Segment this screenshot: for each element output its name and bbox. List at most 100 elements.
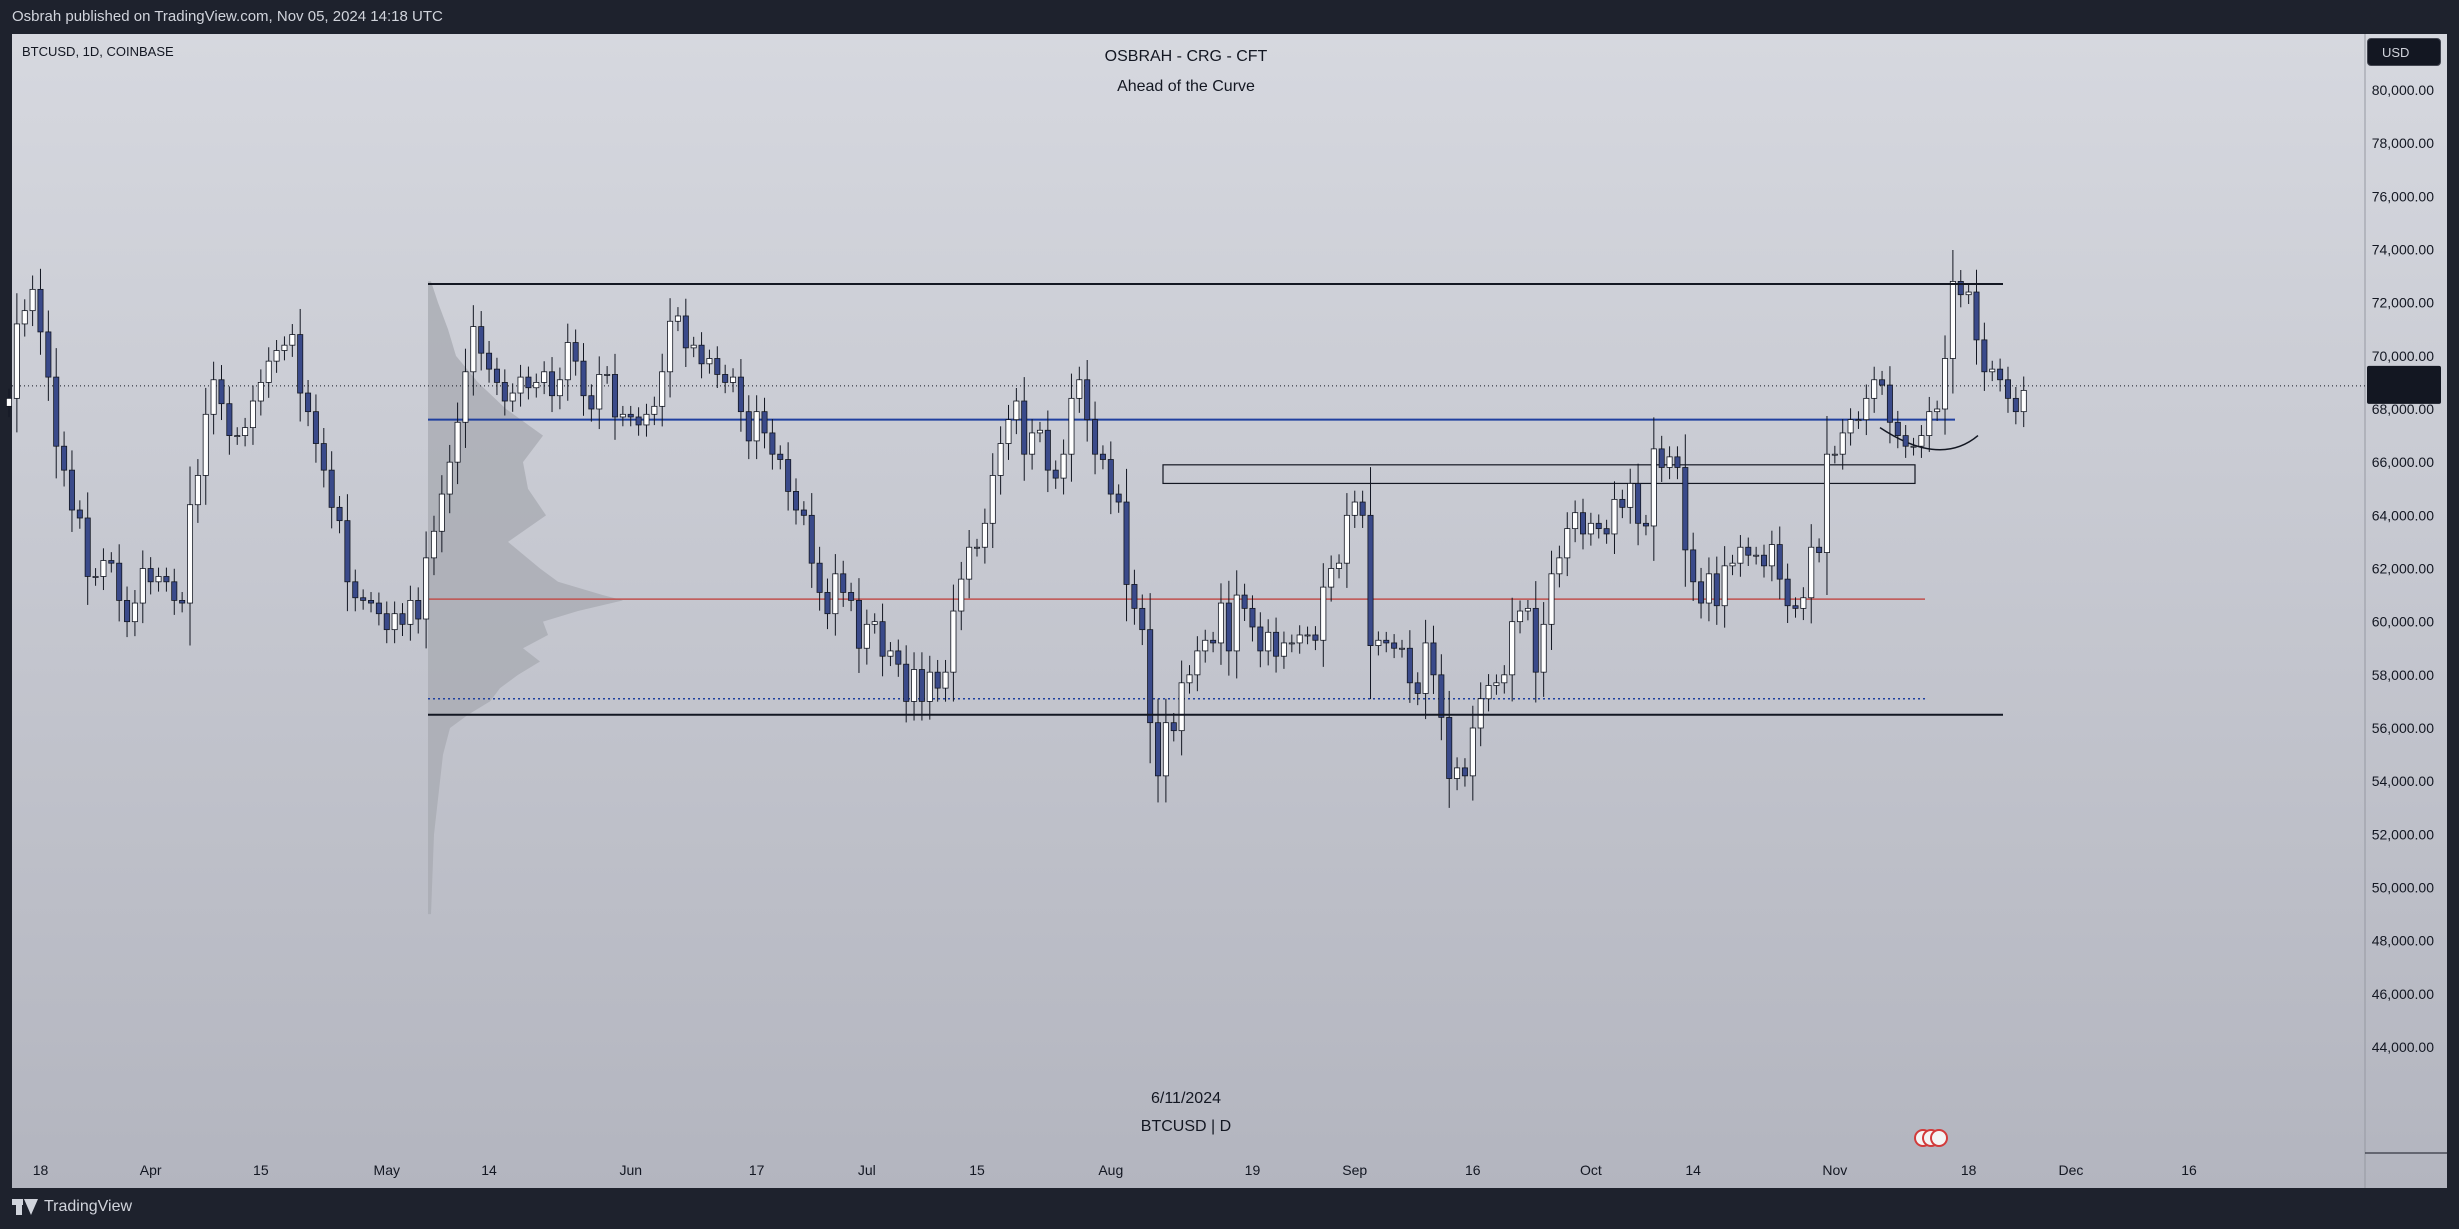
candle-body bbox=[1572, 512, 1579, 530]
candle-body bbox=[1107, 459, 1114, 495]
candle-body bbox=[1611, 498, 1618, 535]
candle-body bbox=[1446, 716, 1453, 779]
candle-body bbox=[1517, 610, 1524, 623]
candle-body bbox=[1548, 573, 1555, 625]
candle-body bbox=[1934, 408, 1941, 413]
time-tick-label: Oct bbox=[1580, 1162, 1602, 1178]
candle-body bbox=[486, 352, 493, 370]
candle-body bbox=[1532, 607, 1539, 673]
candle-body bbox=[68, 469, 75, 511]
candle-body bbox=[462, 371, 469, 423]
candle-body bbox=[352, 581, 359, 599]
candle-body bbox=[289, 334, 296, 346]
candle-body bbox=[1414, 682, 1421, 694]
candle-body bbox=[1336, 562, 1343, 569]
candle-body bbox=[2020, 389, 2027, 413]
candle-body bbox=[210, 379, 217, 415]
candle-body bbox=[1155, 722, 1162, 777]
candle-body bbox=[1949, 280, 1956, 359]
candle-body bbox=[1666, 456, 1673, 468]
symbol-label: BTCUSD, 1D, COINBASE bbox=[22, 44, 174, 59]
candle-body bbox=[564, 342, 571, 381]
candle-body bbox=[1863, 397, 1870, 421]
candle-body bbox=[281, 344, 288, 351]
candle-body bbox=[682, 315, 689, 349]
candle-body bbox=[1823, 453, 1830, 553]
candle-body bbox=[1202, 639, 1209, 652]
candle-body bbox=[903, 663, 910, 702]
candle-body bbox=[1477, 698, 1484, 729]
economic-event-icon[interactable] bbox=[1930, 1129, 1948, 1147]
price-tick-label: 68,000.00 bbox=[2372, 401, 2434, 417]
candle-body bbox=[1359, 501, 1366, 516]
candle-body bbox=[1454, 767, 1461, 779]
candle-body bbox=[1021, 400, 1028, 455]
candle-body bbox=[1422, 642, 1429, 694]
candle-body bbox=[1501, 674, 1508, 684]
price-tick-label: 78,000.00 bbox=[2372, 135, 2434, 151]
candle-body bbox=[1225, 602, 1232, 652]
candle-body bbox=[1398, 647, 1405, 650]
candle-body bbox=[1249, 607, 1256, 628]
candle-body bbox=[580, 360, 587, 397]
candle-body bbox=[848, 592, 855, 601]
candle-body bbox=[1981, 339, 1988, 373]
currency-button[interactable]: USD bbox=[2367, 38, 2441, 66]
candle-body bbox=[242, 427, 249, 436]
tradingview-logo[interactable]: TradingView bbox=[12, 1198, 132, 1216]
candle-body bbox=[1391, 642, 1398, 649]
candle-body bbox=[1816, 546, 1823, 553]
candle-body bbox=[832, 573, 839, 615]
price-tick-label: 60,000.00 bbox=[2372, 614, 2434, 630]
time-tick-label: 16 bbox=[2181, 1162, 2197, 1178]
candle-body bbox=[769, 432, 776, 455]
candle-body bbox=[588, 395, 595, 410]
candle-body bbox=[1328, 568, 1335, 588]
candle-body bbox=[139, 568, 146, 604]
candle-body bbox=[1942, 358, 1949, 410]
candle-body bbox=[1871, 379, 1878, 399]
time-tick-label: Nov bbox=[1822, 1162, 1847, 1178]
candle-body bbox=[1092, 419, 1099, 455]
candle-body bbox=[674, 315, 681, 322]
candle-body bbox=[297, 334, 304, 394]
candle-body bbox=[336, 506, 343, 522]
candle-body bbox=[1965, 291, 1972, 296]
candle-body bbox=[824, 592, 831, 615]
time-tick-label: Sep bbox=[1342, 1162, 1367, 1178]
candle-body bbox=[958, 578, 965, 612]
candle-body bbox=[997, 443, 1004, 476]
candle-body bbox=[438, 493, 445, 532]
price-tick-label: 52,000.00 bbox=[2372, 826, 2434, 842]
candle-body bbox=[1768, 544, 1775, 567]
chart-subtitle: Ahead of the Curve bbox=[1117, 78, 1255, 95]
candle-body bbox=[249, 400, 256, 429]
time-tick-label: 15 bbox=[969, 1162, 985, 1178]
candle-body bbox=[714, 358, 721, 375]
candle-body bbox=[1886, 384, 1893, 423]
candle-body bbox=[974, 546, 981, 549]
candle-body bbox=[698, 344, 705, 365]
time-tick-label: Jun bbox=[619, 1162, 642, 1178]
candle-body bbox=[604, 374, 611, 376]
candle-body bbox=[2012, 397, 2019, 413]
candle-body bbox=[556, 379, 563, 397]
candle-body bbox=[328, 469, 335, 508]
candle-body bbox=[627, 413, 634, 418]
candle-body bbox=[1973, 291, 1980, 341]
candle-body bbox=[171, 581, 178, 601]
candle-body bbox=[1902, 435, 1909, 447]
candle-body bbox=[1139, 607, 1146, 631]
candle-body bbox=[1170, 722, 1177, 732]
candle-body bbox=[1619, 498, 1626, 508]
candle-body bbox=[808, 514, 815, 564]
candle-body bbox=[730, 376, 737, 383]
candle-body bbox=[1044, 429, 1051, 471]
candle-body bbox=[1296, 634, 1303, 644]
candle-body bbox=[989, 475, 996, 524]
candle-body bbox=[29, 288, 36, 312]
candle-body bbox=[1997, 368, 2004, 381]
candle-body bbox=[1753, 554, 1760, 557]
time-tick-label: 15 bbox=[253, 1162, 269, 1178]
